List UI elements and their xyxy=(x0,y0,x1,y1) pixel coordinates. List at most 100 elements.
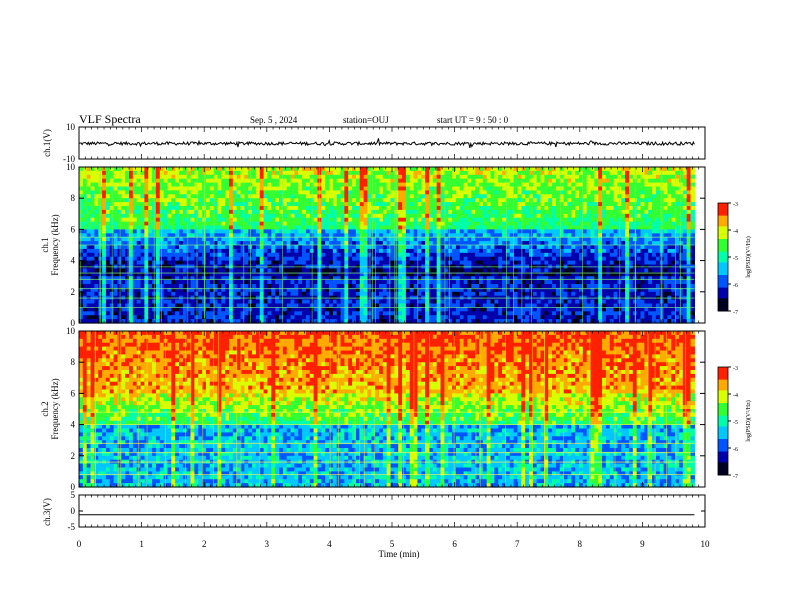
spectrogram-cell xyxy=(321,209,326,215)
spectrogram-cell xyxy=(402,217,407,223)
spectrogram-cell xyxy=(440,186,445,191)
spectrogram-cell xyxy=(325,268,330,273)
spectrogram-cell xyxy=(390,167,395,172)
spectrogram-cell xyxy=(402,194,407,199)
spectrogram-cell xyxy=(221,229,226,234)
spectrogram-cell xyxy=(328,319,334,324)
spectrogram-cell xyxy=(382,315,388,320)
spectrogram-cell xyxy=(179,198,184,203)
spectrogram-cell xyxy=(363,186,369,191)
spectrogram-cell xyxy=(225,299,230,305)
spectrogram-cell xyxy=(290,213,295,219)
spectrogram-cell xyxy=(144,276,149,281)
spectrogram-cell xyxy=(478,319,484,324)
spectrogram-cell xyxy=(417,182,422,188)
spectrogram-cell xyxy=(198,241,203,246)
spectrogram-cell xyxy=(155,245,161,250)
spectrogram-cell xyxy=(259,276,265,281)
spectrogram-cell xyxy=(528,202,534,207)
spectrogram-cell xyxy=(355,256,361,262)
spectrogram-cell xyxy=(171,272,176,277)
spectrogram-cell xyxy=(371,194,376,199)
spectrogram-cell xyxy=(167,206,172,211)
spectrogram-cell xyxy=(444,241,449,246)
spectrogram-cell xyxy=(244,241,249,246)
spectrogram-cell xyxy=(525,315,530,320)
spectrogram-cell xyxy=(478,287,484,293)
spectrogram-cell xyxy=(413,303,419,308)
spectrogram-cell xyxy=(140,284,145,289)
spectrogram-cell xyxy=(463,167,469,172)
spectrogram-cell xyxy=(394,186,399,191)
spectrogram-cell xyxy=(544,221,549,227)
spectrogram-cell xyxy=(90,209,95,215)
spectrogram-cell xyxy=(244,206,249,211)
spectrogram-cell xyxy=(155,276,161,281)
spectrogram-cell xyxy=(328,217,334,223)
spectrogram-cell xyxy=(540,186,545,191)
spectrogram-cell xyxy=(290,291,295,297)
spectrogram-cell xyxy=(498,186,503,191)
spectrogram-cell xyxy=(171,256,176,262)
spectrogram-cell xyxy=(179,233,184,238)
spectrogram-cell xyxy=(325,299,330,305)
spectrogram-cell xyxy=(528,170,534,176)
spectrogram-cell xyxy=(82,194,88,199)
spectrogram-cell xyxy=(471,174,476,180)
spectrogram-cell xyxy=(86,206,92,211)
spectrogram-cell xyxy=(390,206,395,211)
spectrogram-cell xyxy=(136,186,142,191)
spectrogram-cell xyxy=(205,194,211,199)
spectrogram-cell xyxy=(271,291,276,297)
spectrogram-cell xyxy=(509,319,515,324)
spectrogram-cell xyxy=(175,202,180,207)
spectrogram-cell xyxy=(186,198,192,203)
spectrogram-cell xyxy=(225,221,230,227)
spectrogram-cell xyxy=(336,170,342,176)
spectrogram-cell xyxy=(294,233,299,238)
spectrogram-cell xyxy=(252,213,257,219)
spectrogram-cell xyxy=(167,252,172,258)
spectrogram-cell xyxy=(148,245,153,250)
spectrogram-cell xyxy=(302,182,307,188)
spectrogram-cell xyxy=(382,252,388,258)
spectrogram-cell xyxy=(344,284,349,289)
spectrogram-cell xyxy=(328,307,334,312)
spectrogram-cell xyxy=(213,186,219,191)
spectrogram-cell xyxy=(186,299,192,305)
spectrogram-cell xyxy=(159,245,165,250)
spectrogram-cell xyxy=(302,178,307,184)
spectrogram-cell xyxy=(186,311,192,316)
spectrogram-cell xyxy=(186,237,192,242)
spectrogram-cell xyxy=(528,229,534,234)
spectrogram-cell xyxy=(402,291,407,297)
spectrogram-cell xyxy=(478,229,484,234)
spectrogram-cell xyxy=(228,311,234,316)
spectrogram-cell xyxy=(140,217,145,223)
spectrogram-cell xyxy=(86,229,92,234)
spectrogram-cell xyxy=(490,198,495,203)
spectrogram-cell xyxy=(409,280,415,285)
spectrogram-cell xyxy=(405,170,411,176)
spectrogram-cell xyxy=(217,260,222,266)
spectrogram-cell xyxy=(394,178,399,184)
spectrogram-cell xyxy=(425,229,430,234)
spectrogram-cell xyxy=(163,233,169,238)
spectrogram-cell xyxy=(175,252,180,258)
spectrogram-cell xyxy=(552,182,557,188)
spectrogram-cell xyxy=(505,299,511,305)
spectrogram-cell xyxy=(313,221,319,227)
spectrogram-cell xyxy=(471,229,476,234)
spectrogram-cell xyxy=(105,276,111,281)
spectrogram-cell xyxy=(394,217,399,223)
spectrogram-cell xyxy=(125,303,130,308)
spectrogram-cell xyxy=(413,268,419,273)
spectrogram-cell xyxy=(432,280,438,285)
spectrogram-cell xyxy=(213,174,219,180)
spectrogram-cell xyxy=(244,229,249,234)
spectrogram-cell xyxy=(332,256,338,262)
spectrogram-cell xyxy=(105,280,111,285)
spectrogram-cell xyxy=(175,245,180,250)
spectrogram-cell xyxy=(148,248,153,254)
spectrogram-cell xyxy=(278,256,284,262)
